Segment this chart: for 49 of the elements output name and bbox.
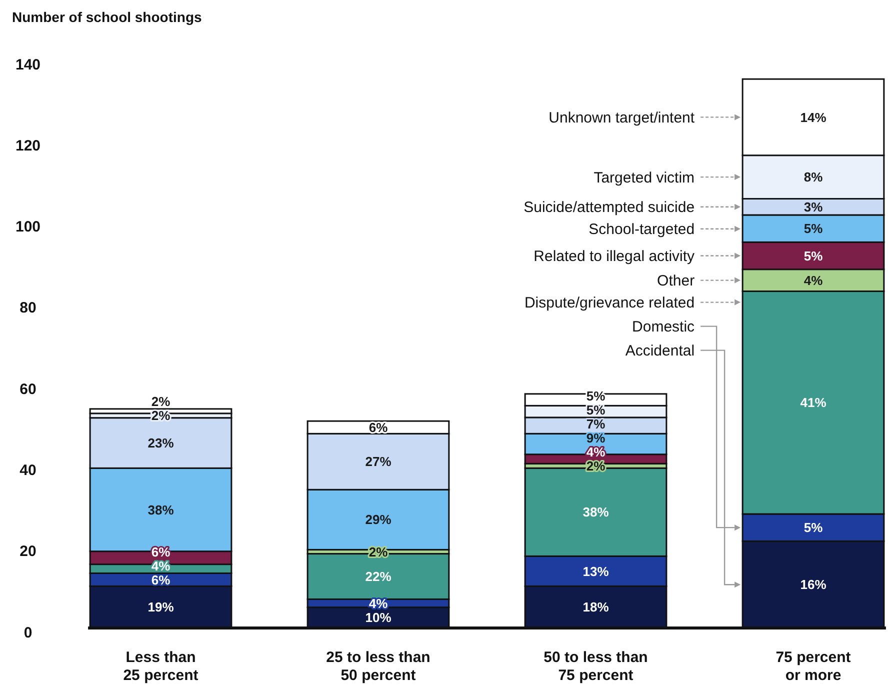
annotation: 9% — [586, 430, 606, 446]
annotation: 2% — [368, 544, 388, 560]
y-tick-label: 20 — [20, 543, 36, 560]
annotation: 10% — [365, 610, 392, 626]
x-tick-label: 25 to less than 50 percent — [326, 649, 430, 684]
annotation: 5% — [804, 248, 824, 264]
text: Dispute/grievance related — [524, 294, 695, 312]
annotation: 5% — [804, 221, 824, 236]
text: Related to illegal activity — [534, 248, 696, 266]
y-tick-label: 80 — [20, 300, 36, 317]
text: Unknown target/intent — [548, 109, 696, 126]
annotation: 18% — [582, 600, 610, 615]
annotation: 4% — [804, 272, 824, 288]
y-tick-label: 120 — [15, 137, 41, 154]
y-tick-label: 40 — [20, 462, 36, 479]
annotation: 16% — [800, 577, 827, 592]
x-tick-label: Less than 25 percent — [123, 649, 198, 684]
annotation: 14% — [800, 110, 827, 125]
annotation: 6% — [368, 420, 388, 435]
annotation: 23% — [148, 436, 174, 451]
text: Accidental — [625, 342, 695, 360]
annotation: 38% — [582, 504, 610, 520]
annotation: 2% — [151, 394, 171, 410]
text: Suicide/attempted suicide — [524, 199, 695, 216]
y-axis-title: Number of school shootings — [12, 9, 202, 25]
annotation: 27% — [365, 454, 392, 470]
annotation: 7% — [586, 416, 606, 432]
annotation: 19% — [148, 600, 174, 615]
text: School-targeted — [588, 221, 695, 238]
text: Other — [657, 272, 695, 290]
y-tick-label: 0 — [24, 624, 32, 642]
annotation: 6% — [151, 572, 171, 588]
annotation: 2% — [586, 458, 606, 474]
x-tick-label: 75 percent or more — [776, 649, 851, 684]
text: Domestic — [632, 318, 696, 336]
annotation: 8% — [804, 170, 824, 185]
y-tick-label: 100 — [15, 218, 41, 236]
annotation: 5% — [804, 520, 824, 536]
annotation: 3% — [804, 199, 824, 214]
annotation: 38% — [148, 502, 174, 518]
annotation: 29% — [365, 512, 392, 528]
annotation: 13% — [582, 564, 610, 579]
y-tick-label: 140 — [15, 56, 41, 74]
text: Targeted victim — [594, 169, 695, 186]
annotation: 22% — [365, 569, 392, 584]
x-tick-label: 50 to less than 75 percent — [544, 649, 648, 684]
annotation: 41% — [800, 395, 827, 410]
annotation: 2% — [151, 408, 171, 424]
y-tick-label: 60 — [20, 380, 36, 398]
